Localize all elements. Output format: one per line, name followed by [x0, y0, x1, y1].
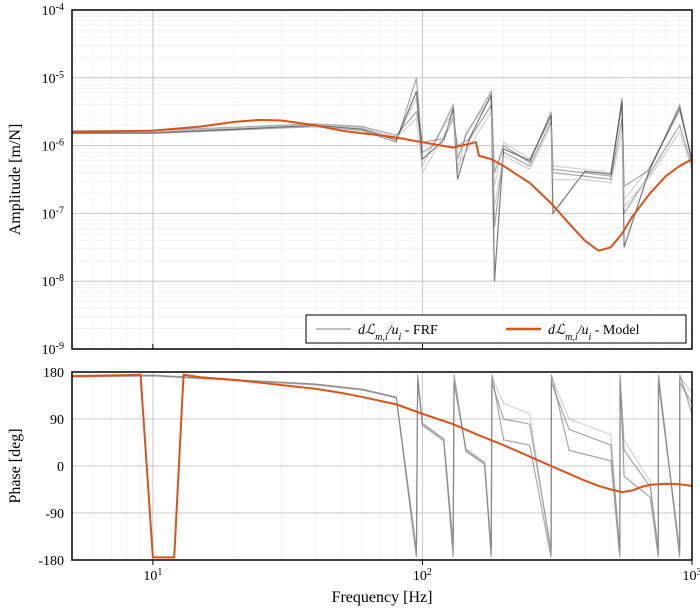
x-tick: 101 — [143, 567, 162, 585]
mag-ylabel: Amplitude [m/N] — [7, 124, 24, 236]
x-tick: 102 — [413, 567, 432, 585]
phase-ytick: -90 — [45, 507, 64, 522]
mag-ytick: 10-4 — [42, 2, 64, 20]
x-label: Frequency [Hz] — [332, 589, 433, 606]
mag-ytick: 10-6 — [42, 137, 64, 155]
phase-panel: -180 -90 0 90 180 Phase [deg] — [0, 366, 692, 569]
phase-ytick: 180 — [43, 366, 64, 381]
mag-ytick: 10-7 — [42, 205, 64, 223]
phase-ytick: -180 — [38, 554, 64, 569]
phase-ytick: 0 — [57, 460, 64, 475]
bode-chart: 10-9 10-8 10-7 10-6 10-5 10-4 Amplitude [m/N] d… — [0, 0, 700, 611]
phase-ytick: 90 — [50, 413, 64, 428]
mag-ytick: 10-9 — [42, 341, 64, 359]
magnitude-panel: 10-9 10-8 10-7 10-6 10-5 10-4 Amplitude [m/N] d… — [0, 2, 692, 359]
mag-ytick: 10-5 — [42, 69, 64, 87]
x-tick: 103 — [683, 567, 700, 585]
legend: dℒm,i/ui - FRFdℒm,i/ui - Model — [306, 315, 686, 343]
phase-ylabel: Phase [deg] — [7, 428, 24, 503]
mag-ytick: 10-8 — [42, 273, 64, 291]
